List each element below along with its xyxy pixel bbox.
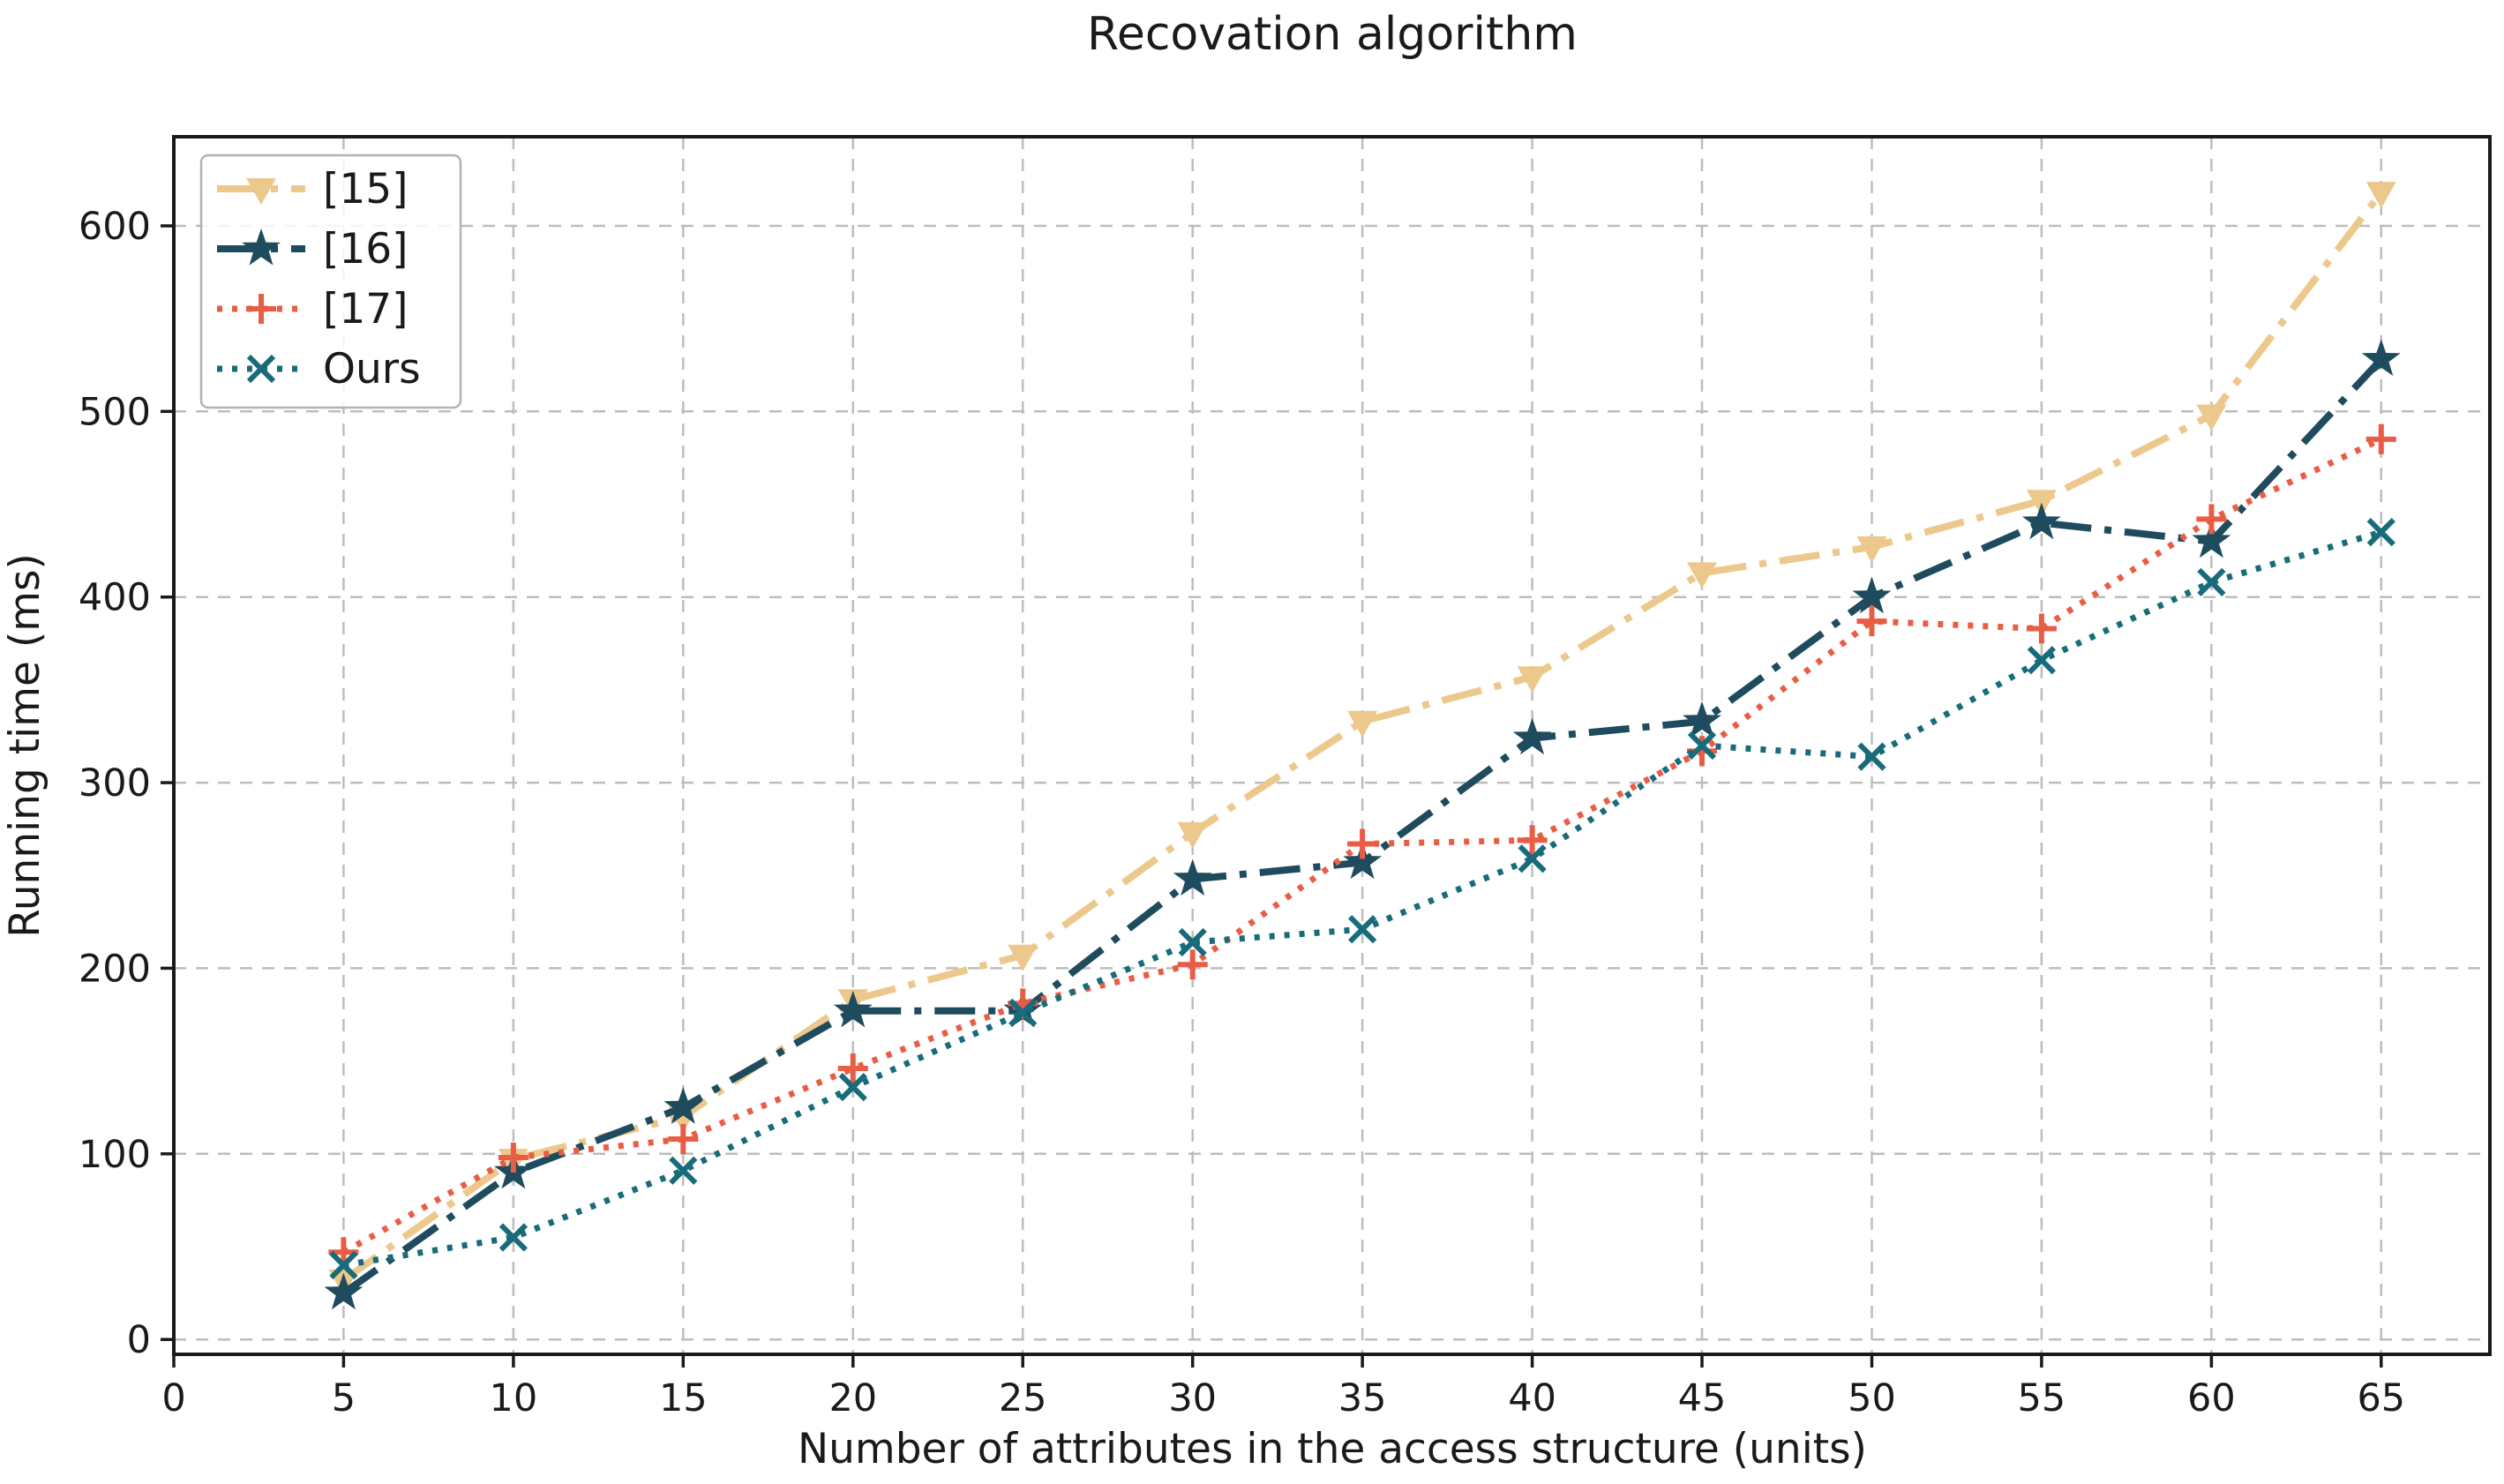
- star-marker: [1343, 842, 1382, 880]
- x-tick-label: 35: [1338, 1376, 1387, 1420]
- star-marker: [242, 229, 281, 266]
- x-marker: [1857, 742, 1886, 771]
- x-tick-label: 60: [2187, 1376, 2236, 1420]
- legend-box: [199, 154, 462, 409]
- plus-marker: [1856, 606, 1887, 637]
- legend-label: [17]: [323, 285, 408, 334]
- plus-marker: [1177, 949, 1208, 980]
- series-ours: [329, 517, 2395, 1280]
- x-marker: [1008, 998, 1038, 1028]
- x-marker: [1347, 915, 1377, 944]
- star-marker: [833, 990, 873, 1028]
- star-marker: [1852, 576, 1892, 614]
- y-tick-label: 600: [79, 205, 151, 249]
- plus-marker: [2026, 613, 2057, 644]
- triangle-down-marker: [1347, 710, 1378, 738]
- triangle-down-marker: [2365, 182, 2396, 209]
- y-tick-label: 100: [79, 1133, 151, 1177]
- series-17: [328, 423, 2396, 1268]
- triangle-down-marker: [1008, 944, 1038, 971]
- chart-title: Recovation algorithm: [1087, 8, 1578, 61]
- x-marker: [1518, 844, 1547, 873]
- star-marker: [663, 1087, 703, 1124]
- x-marker: [2027, 646, 2057, 675]
- x-tick-label: 40: [1508, 1376, 1556, 1420]
- star-marker: [2022, 502, 2061, 540]
- x-tick-label: 65: [2357, 1376, 2405, 1420]
- triangle-down-marker: [246, 178, 276, 205]
- triangle-down-marker: [1856, 536, 1887, 563]
- star-marker: [1683, 701, 1721, 738]
- legend-item-17: [17]: [217, 285, 408, 334]
- star-marker: [1173, 858, 1212, 896]
- y-tick-label: 200: [79, 947, 151, 991]
- star-marker: [2361, 339, 2401, 376]
- legend: [15] [16] [17] Ours: [199, 154, 462, 409]
- triangle-down-marker: [2196, 404, 2227, 431]
- x-marker: [329, 1250, 358, 1280]
- y-axis-label: Running time (ms): [1, 553, 49, 938]
- x-tick-label: 15: [659, 1376, 708, 1420]
- y-tick-label: 400: [79, 576, 151, 620]
- x-tick-label: 5: [332, 1376, 356, 1420]
- x-tick-label: 25: [999, 1376, 1047, 1420]
- x-tick-label: 50: [1848, 1376, 1896, 1420]
- star-marker: [324, 1272, 364, 1310]
- plus-marker: [498, 1143, 529, 1173]
- triangle-down-marker: [1687, 562, 1717, 589]
- plus-marker: [2365, 423, 2396, 454]
- x-tick-label: 55: [2018, 1376, 2066, 1420]
- x-tick-label: 0: [161, 1376, 185, 1420]
- axes: 0 5 10 15 20 25 30 35 40 45 50 55 60 65 0 100 200 300 400 5…: [79, 205, 2405, 1420]
- legend-item-16: [16]: [217, 225, 408, 274]
- plus-marker: [837, 1053, 868, 1083]
- star-marker: [2192, 521, 2231, 558]
- x-marker: [669, 1156, 698, 1185]
- x-tick-label: 20: [828, 1376, 877, 1420]
- x-marker: [2366, 517, 2395, 547]
- plus-marker: [668, 1124, 699, 1154]
- legend-label: [16]: [323, 225, 408, 274]
- x-tick-label: 45: [1678, 1376, 1727, 1420]
- star-marker: [1512, 717, 1552, 755]
- y-tick-label: 500: [79, 390, 151, 434]
- legend-label: [15]: [323, 165, 408, 214]
- plus-marker: [1517, 825, 1548, 856]
- legend-label: Ours: [323, 345, 421, 393]
- x-marker: [2197, 567, 2226, 597]
- plus-marker: [2196, 504, 2227, 535]
- legend-item-ours: Ours: [217, 345, 421, 393]
- plot-border: [172, 135, 2492, 1356]
- triangle-down-marker: [1517, 666, 1548, 693]
- x-marker: [838, 1072, 867, 1102]
- x-tick-label: 10: [490, 1376, 538, 1420]
- plus-marker: [246, 294, 276, 324]
- x-marker: [1178, 927, 1207, 957]
- x-marker: [499, 1223, 529, 1252]
- y-tick-label: 0: [127, 1318, 151, 1362]
- y-tick-label: 300: [79, 761, 151, 806]
- plus-marker: [1347, 828, 1378, 859]
- legend-item-15: [15]: [217, 165, 408, 214]
- triangle-down-marker: [1177, 821, 1208, 849]
- x-axis-label: Number of attributes in the access struc…: [798, 1425, 1867, 1473]
- x-marker: [246, 354, 276, 384]
- x-marker: [1687, 731, 1717, 761]
- x-tick-label: 30: [1168, 1376, 1217, 1420]
